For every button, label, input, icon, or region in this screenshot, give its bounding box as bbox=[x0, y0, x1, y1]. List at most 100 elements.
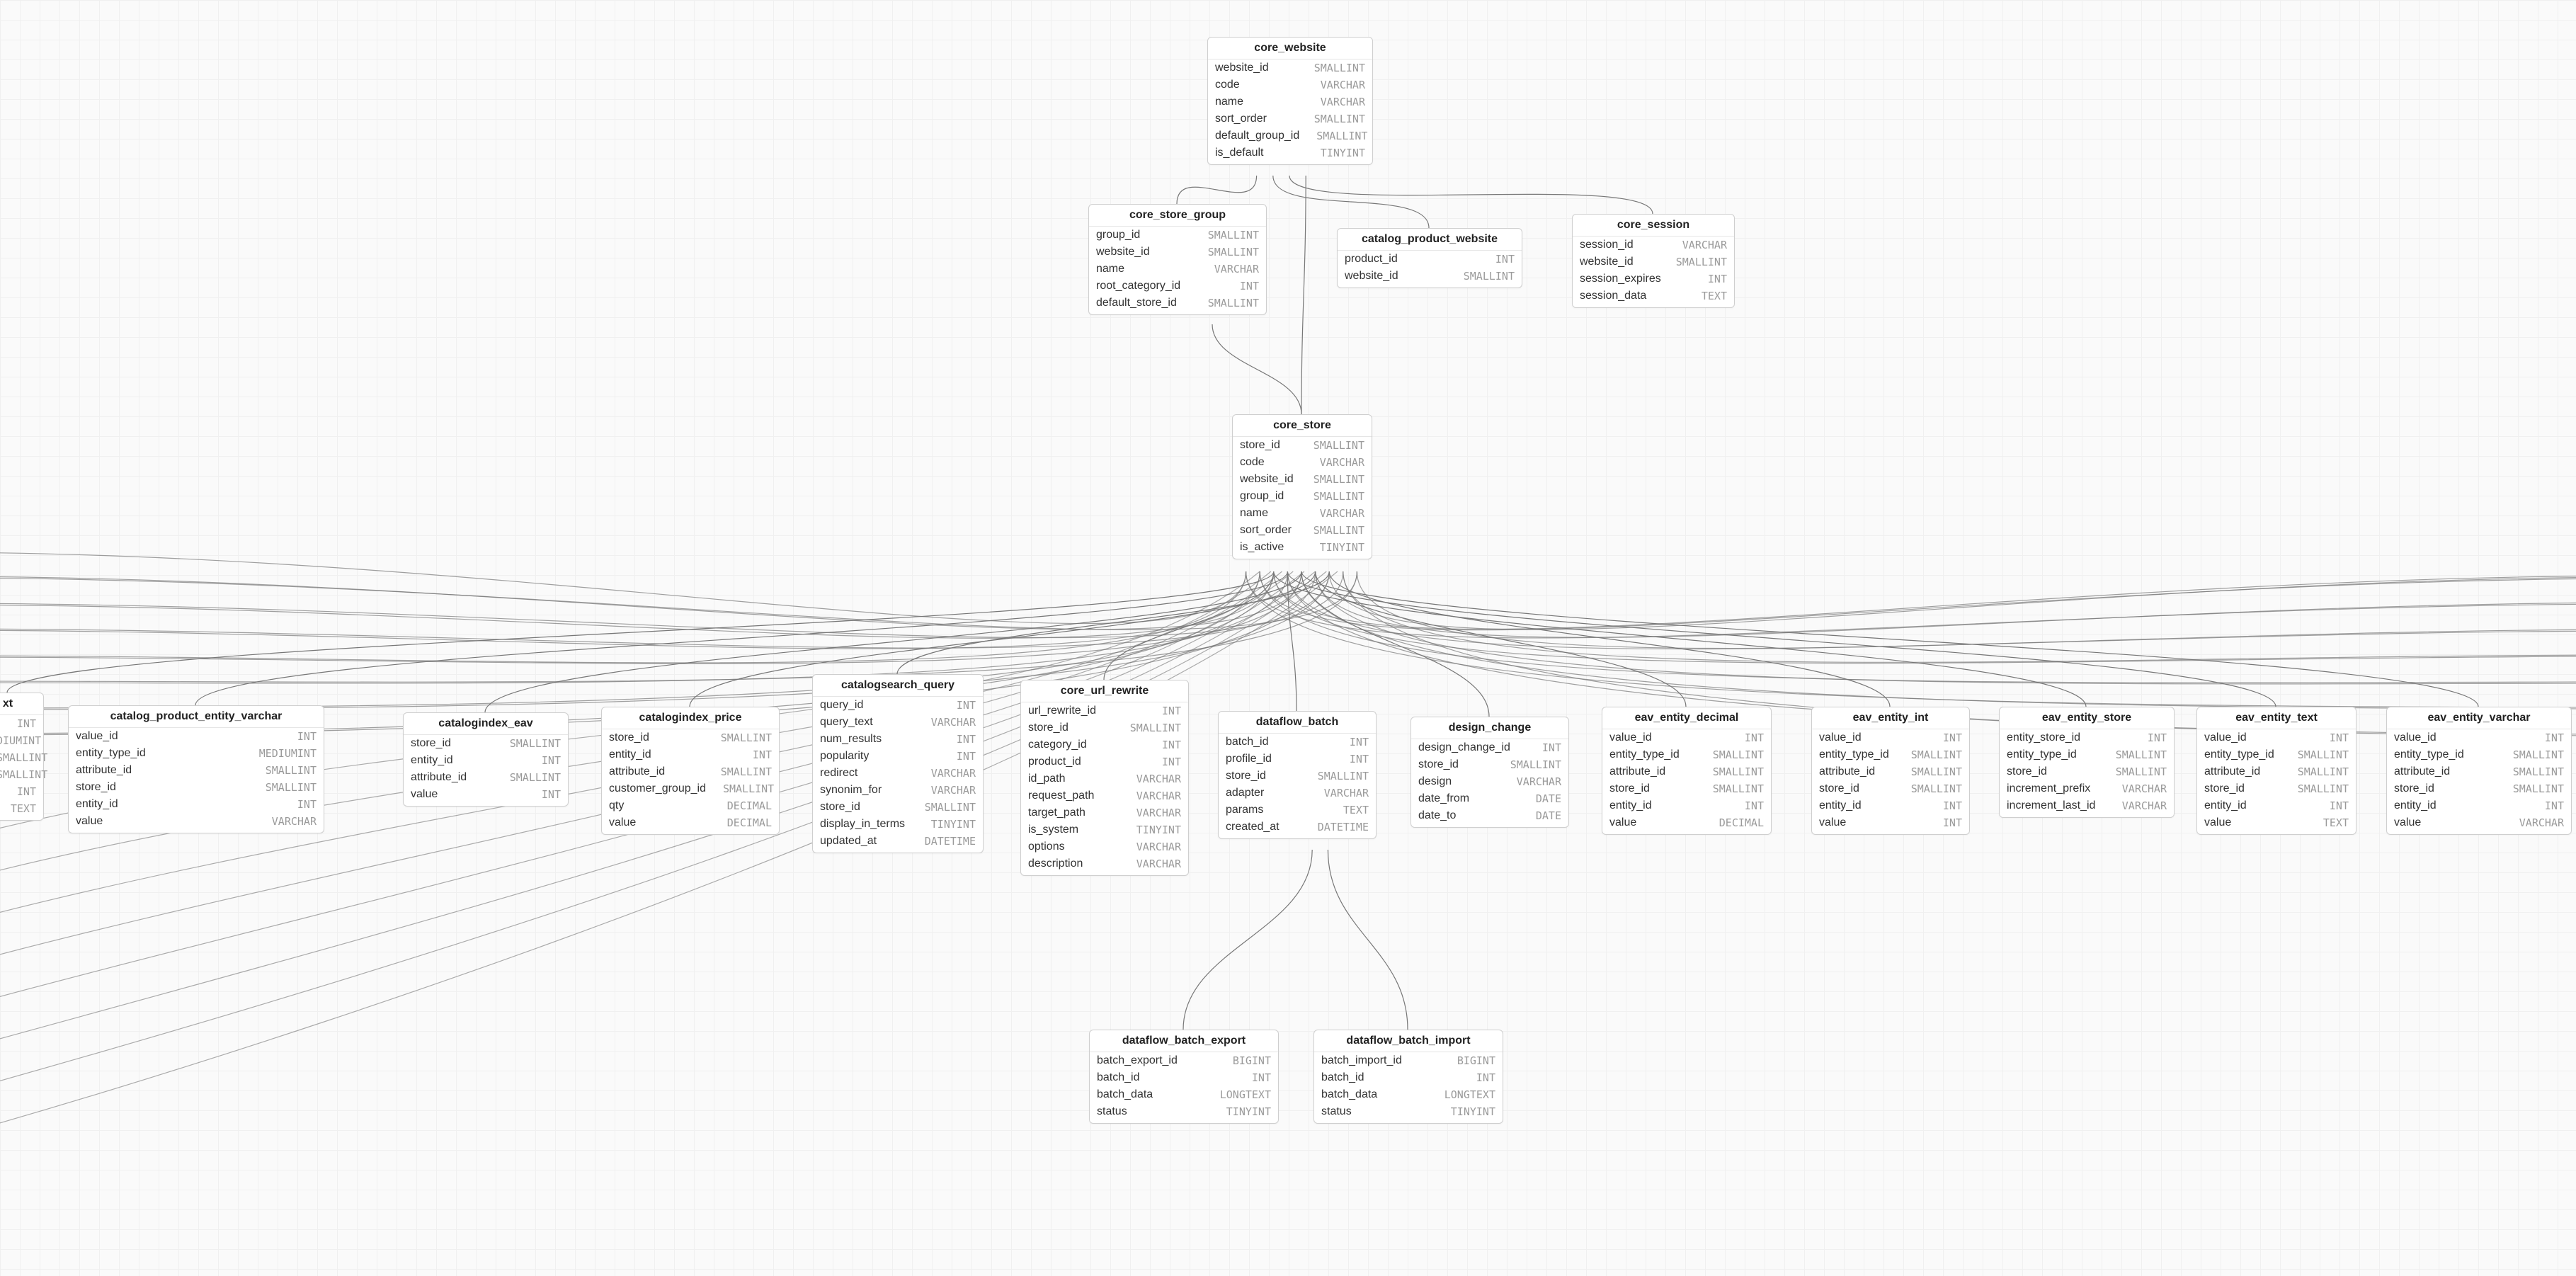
table-catalog_product_entity_varchar[interactable]: catalog_product_entity_varcharvalue_idIN… bbox=[68, 705, 324, 833]
table-row: entity_idINT bbox=[404, 752, 568, 769]
erd-canvas[interactable]: core_websitewebsite_idSMALLINTcodeVARCHA… bbox=[0, 0, 2576, 1276]
column-type: SMALLINT bbox=[1314, 62, 1365, 74]
table-columns: value_idINTentity_type_idMEDIUMINTattrib… bbox=[69, 728, 324, 833]
column-type: SMALLINT bbox=[266, 781, 317, 794]
column-name: root_category_id bbox=[1096, 280, 1180, 292]
table-row: is_activeTINYINT bbox=[1233, 539, 1372, 556]
table-row: codeVARCHAR bbox=[1208, 76, 1372, 93]
column-name: group_id bbox=[1240, 490, 1284, 503]
table-title: core_store bbox=[1233, 415, 1372, 437]
column-name: qty bbox=[609, 799, 624, 812]
column-type: INT bbox=[957, 750, 976, 763]
table-core_session[interactable]: core_sessionsession_idVARCHARwebsite_idS… bbox=[1572, 214, 1735, 308]
column-type: INT bbox=[1350, 753, 1369, 765]
column-type: INT bbox=[17, 785, 36, 798]
column-type: SMALLINT bbox=[1464, 270, 1515, 283]
table-row: created_atDATETIME bbox=[1219, 819, 1376, 836]
column-name: updated_at bbox=[820, 835, 877, 848]
edge bbox=[1287, 571, 1296, 711]
table-catalogindex_price[interactable]: catalogindex_pricestore_idSMALLINTentity… bbox=[601, 707, 780, 835]
table-row: store_idSMALLINT bbox=[2197, 780, 2356, 797]
table-row: SMALLINT bbox=[0, 749, 43, 766]
table-row: store_idSMALLINT bbox=[1233, 437, 1372, 454]
column-type: VARCHAR bbox=[1136, 841, 1181, 853]
column-name: code bbox=[1240, 456, 1265, 469]
table-dataflow_batch[interactable]: dataflow_batchbatch_idINTprofile_idINTst… bbox=[1218, 711, 1377, 839]
table-eav_entity_store[interactable]: eav_entity_storeentity_store_idINTentity… bbox=[1999, 707, 2175, 818]
column-type: INT bbox=[297, 798, 317, 811]
column-type: VARCHAR bbox=[1320, 456, 1364, 469]
column-name: customer_group_id bbox=[609, 782, 706, 795]
table-row: value_idINT bbox=[2197, 729, 2356, 746]
table-row: entity_idINT bbox=[1602, 797, 1771, 814]
table-row: attribute_idSMALLINT bbox=[69, 762, 324, 779]
table-text_left[interactable]: xtINTDIUMINTSMALLINTSMALLINTINTTEXT bbox=[0, 693, 44, 821]
table-dataflow_batch_import[interactable]: dataflow_batch_importbatch_import_idBIGI… bbox=[1313, 1030, 1503, 1124]
table-catalog_product_website[interactable]: catalog_product_websiteproduct_idINTwebs… bbox=[1337, 228, 1522, 288]
table-core_url_rewrite[interactable]: core_url_rewriteurl_rewrite_idINTstore_i… bbox=[1020, 680, 1189, 876]
edge bbox=[1273, 176, 1429, 228]
column-type: VARCHAR bbox=[931, 767, 976, 780]
table-row: popularityINT bbox=[813, 748, 983, 765]
table-row: optionsVARCHAR bbox=[1021, 838, 1188, 855]
edge-offscreen bbox=[0, 571, 1357, 630]
column-name: design bbox=[1418, 775, 1452, 788]
table-row: redirectVARCHAR bbox=[813, 765, 983, 782]
table-row: website_idSMALLINT bbox=[1573, 254, 1734, 270]
table-eav_entity_int[interactable]: eav_entity_intvalue_idINTentity_type_idS… bbox=[1811, 707, 1970, 835]
table-row: adapterVARCHAR bbox=[1219, 785, 1376, 802]
table-core_store_group[interactable]: core_store_groupgroup_idSMALLINTwebsite_… bbox=[1088, 204, 1267, 315]
table-columns: store_idSMALLINTentity_idINTattribute_id… bbox=[602, 729, 779, 834]
edge-offscreen bbox=[0, 571, 1301, 663]
table-eav_entity_decimal[interactable]: eav_entity_decimalvalue_idINTentity_type… bbox=[1602, 707, 1772, 835]
column-name: session_data bbox=[1580, 290, 1646, 302]
table-row: default_store_idSMALLINT bbox=[1089, 295, 1266, 312]
edge bbox=[1289, 176, 1653, 214]
column-name: name bbox=[1240, 507, 1268, 520]
table-design_change[interactable]: design_changedesign_change_idINTstore_id… bbox=[1410, 717, 1569, 828]
edge-offscreen bbox=[0, 571, 1329, 648]
column-type: INT bbox=[1495, 253, 1515, 266]
table-row: attribute_idSMALLINT bbox=[1812, 763, 1969, 780]
column-type: SMALLINT bbox=[1208, 297, 1259, 309]
table-row: synonim_forVARCHAR bbox=[813, 782, 983, 799]
table-row: valueDECIMAL bbox=[602, 814, 779, 831]
edge-offscreen bbox=[0, 571, 1260, 649]
column-type: INT bbox=[542, 788, 561, 801]
table-row: batch_idINT bbox=[1219, 734, 1376, 751]
table-row: entity_type_idSMALLINT bbox=[2387, 746, 2571, 763]
table-row: entity_idINT bbox=[1812, 797, 1969, 814]
edge-offscreen bbox=[0, 571, 1343, 638]
table-row: store_idSMALLINT bbox=[69, 779, 324, 796]
table-row: valueINT bbox=[404, 786, 568, 803]
table-core_website[interactable]: core_websitewebsite_idSMALLINTcodeVARCHA… bbox=[1207, 37, 1373, 165]
column-name: value bbox=[76, 815, 103, 828]
column-name: attribute_id bbox=[2394, 765, 2450, 778]
edge-offscreen bbox=[0, 571, 1246, 663]
column-type: INT bbox=[2545, 799, 2564, 812]
column-type: SMALLINT bbox=[2298, 782, 2349, 795]
table-eav_entity_text[interactable]: eav_entity_textvalue_idINTentity_type_id… bbox=[2196, 707, 2356, 835]
table-row: store_idSMALLINT bbox=[2387, 780, 2571, 797]
column-name: store_id bbox=[2007, 765, 2047, 778]
column-name: sort_order bbox=[1215, 113, 1267, 125]
table-catalogindex_eav[interactable]: catalogindex_eavstore_idSMALLINTentity_i… bbox=[403, 712, 569, 807]
column-type: INT bbox=[1350, 736, 1369, 748]
column-type: SMALLINT bbox=[510, 771, 561, 784]
column-type: SMALLINT bbox=[1510, 758, 1561, 771]
table-eav_entity_varchar[interactable]: eav_entity_varcharvalue_idINTentity_type… bbox=[2386, 707, 2572, 835]
table-row: session_dataTEXT bbox=[1573, 287, 1734, 304]
column-name: attribute_id bbox=[609, 765, 665, 778]
table-row: valueINT bbox=[1812, 814, 1969, 831]
table-title: eav_entity_store bbox=[2000, 707, 2174, 729]
column-name: value_id bbox=[1819, 731, 1862, 744]
table-dataflow_batch_export[interactable]: dataflow_batch_exportbatch_export_idBIGI… bbox=[1089, 1030, 1279, 1124]
edge bbox=[1274, 571, 2086, 707]
table-catalogsearch_query[interactable]: catalogsearch_queryquery_idINTquery_text… bbox=[812, 674, 984, 853]
column-type: SMALLINT bbox=[1208, 229, 1259, 241]
column-name: entity_id bbox=[609, 748, 651, 761]
table-row: date_fromDATE bbox=[1411, 790, 1568, 807]
table-row: entity_type_idSMALLINT bbox=[2197, 746, 2356, 763]
table-core_store[interactable]: core_storestore_idSMALLINTcodeVARCHARweb… bbox=[1232, 414, 1372, 559]
table-row: attribute_idSMALLINT bbox=[2197, 763, 2356, 780]
